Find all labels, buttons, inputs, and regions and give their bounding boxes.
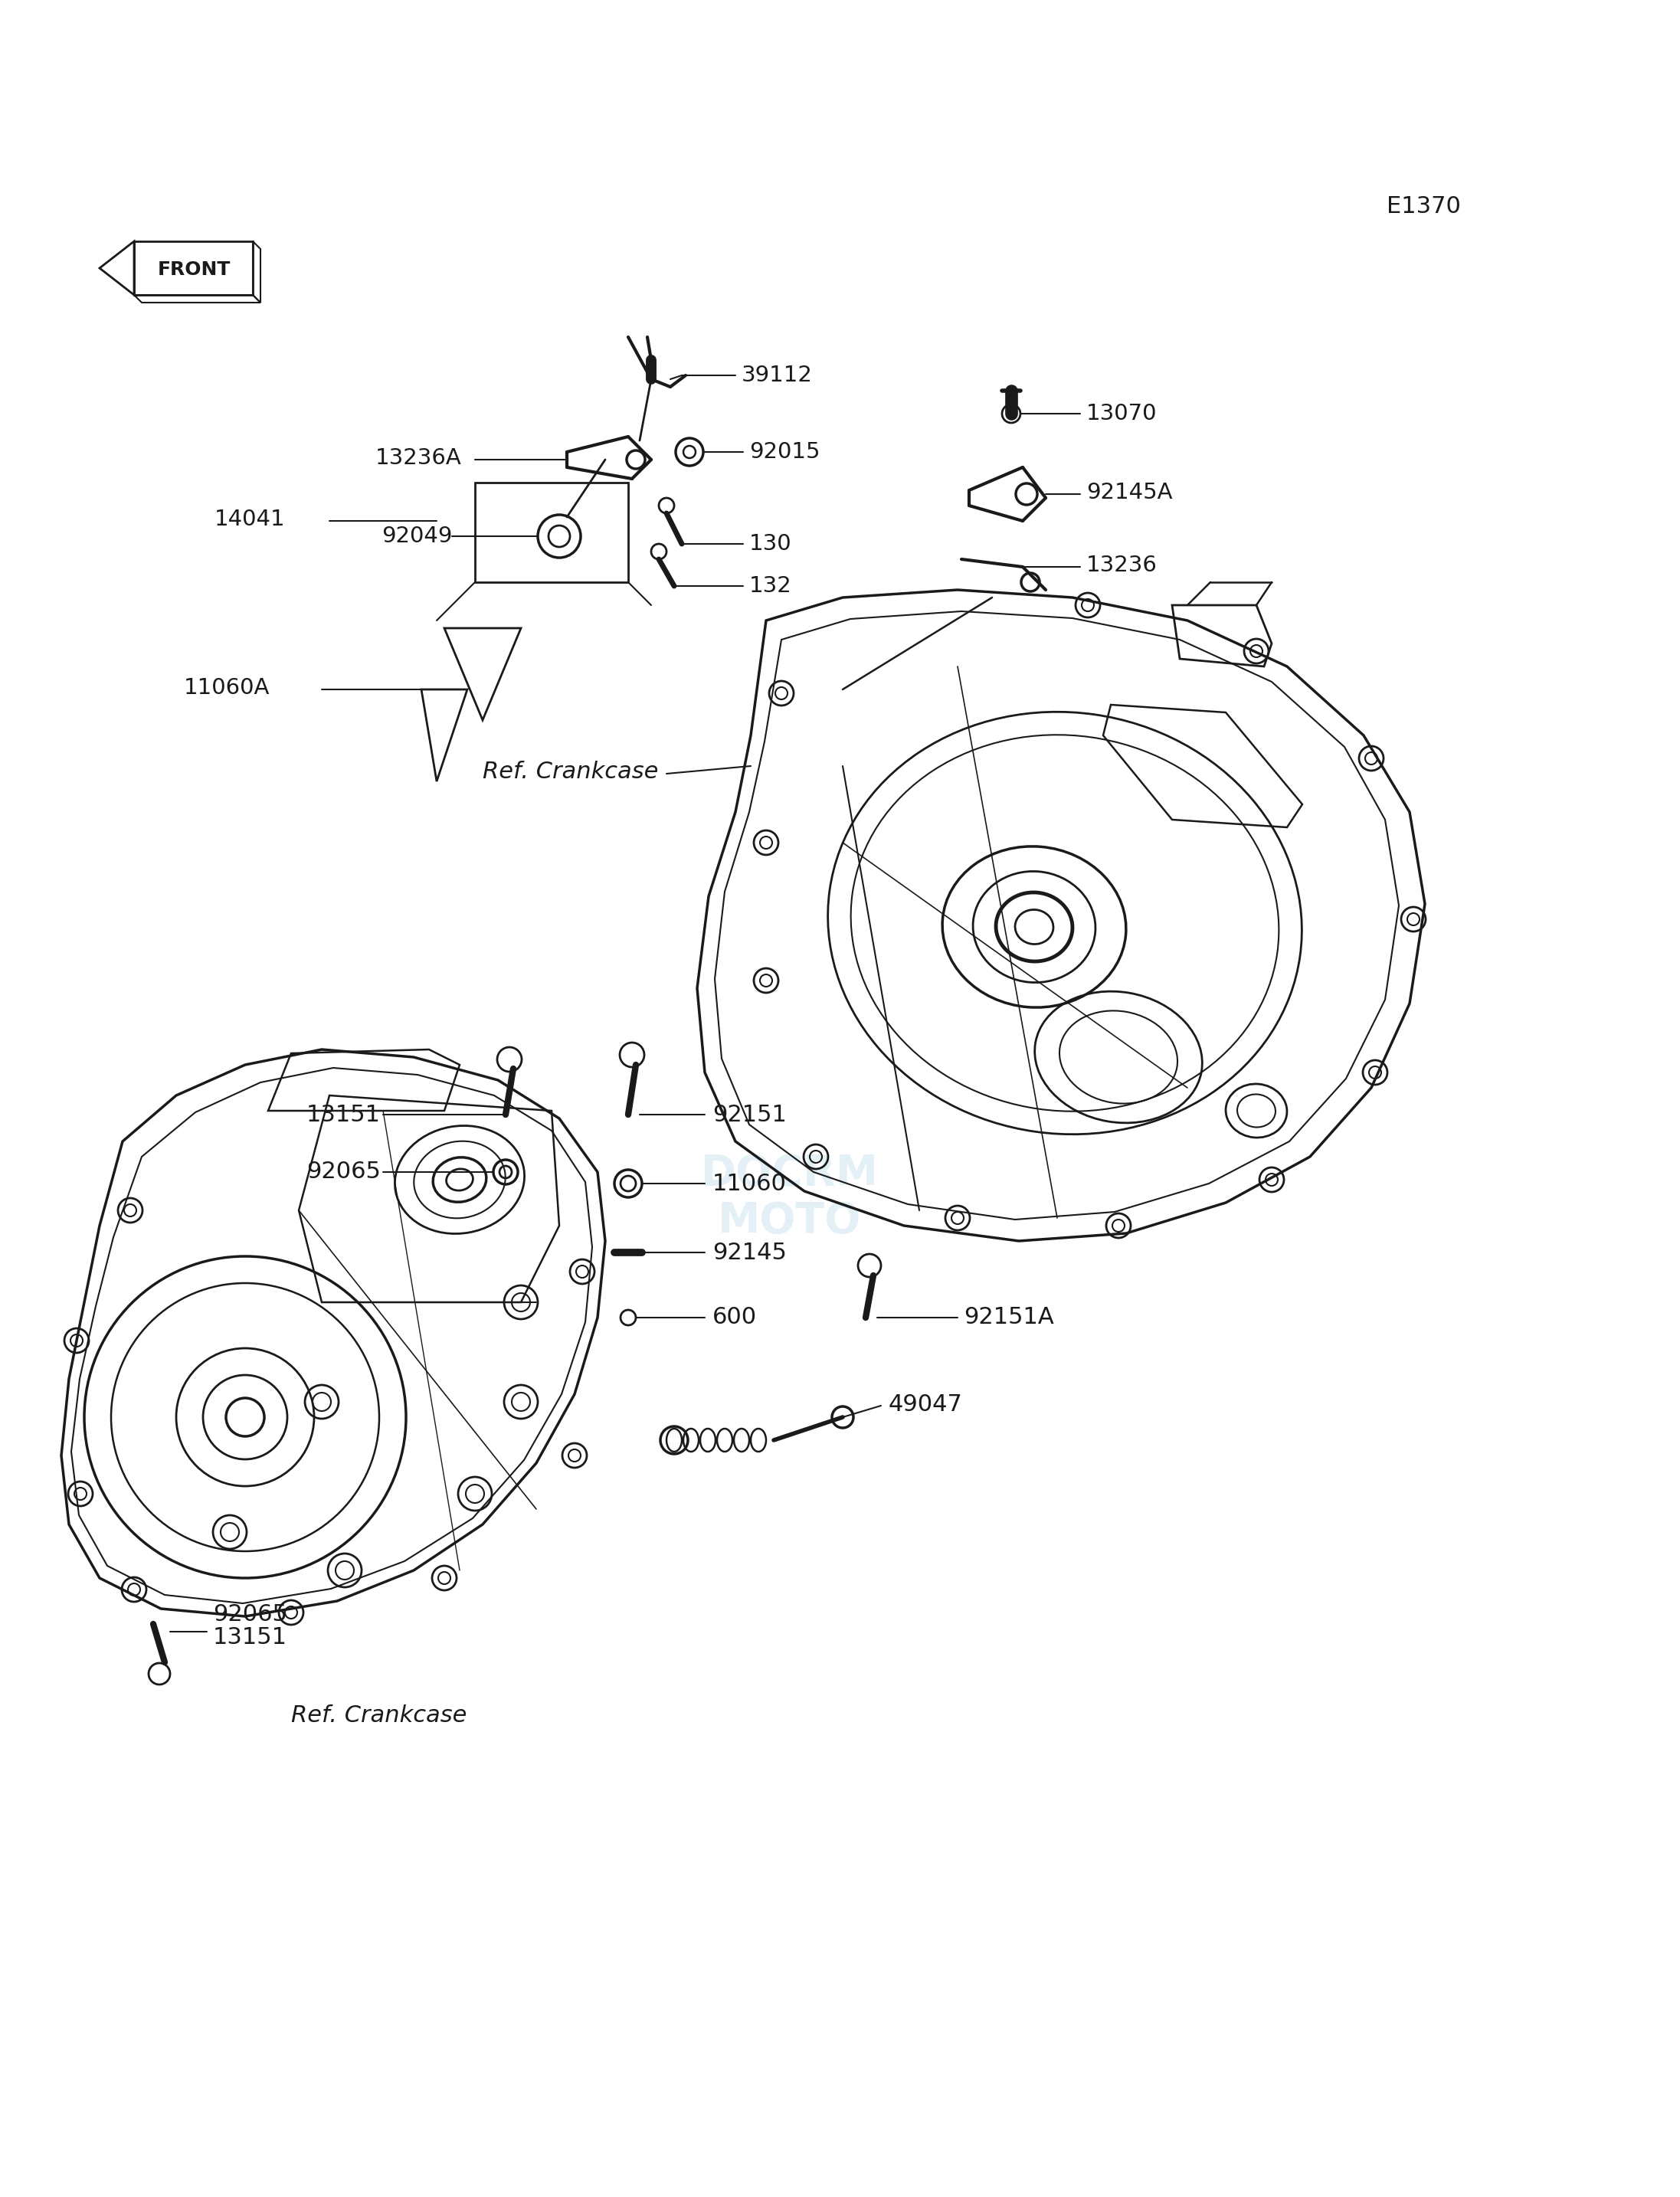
Text: 92065: 92065 xyxy=(213,1604,287,1626)
Text: 13070: 13070 xyxy=(1087,402,1158,424)
Text: 14041: 14041 xyxy=(215,510,286,529)
Text: 11060: 11060 xyxy=(712,1173,786,1195)
Text: DOCRM
MOTO: DOCRM MOTO xyxy=(701,1153,879,1241)
Text: 92015: 92015 xyxy=(749,442,820,464)
Text: 92049: 92049 xyxy=(381,525,452,547)
Text: 92065: 92065 xyxy=(306,1160,381,1184)
Text: 13151: 13151 xyxy=(306,1103,381,1125)
Text: 132: 132 xyxy=(749,576,791,598)
Text: Ref. Crankcase: Ref. Crankcase xyxy=(482,760,659,784)
Text: 13236: 13236 xyxy=(1087,554,1158,576)
Text: Ref. Crankcase: Ref. Crankcase xyxy=(291,1705,467,1727)
Text: 49047: 49047 xyxy=(889,1393,963,1415)
Text: FRONT: FRONT xyxy=(158,261,230,279)
Text: 13151: 13151 xyxy=(213,1626,287,1650)
Text: 600: 600 xyxy=(712,1307,758,1329)
Text: 11060A: 11060A xyxy=(183,677,270,699)
Text: 92151: 92151 xyxy=(712,1103,786,1125)
Text: 130: 130 xyxy=(749,534,791,554)
Text: 13236A: 13236A xyxy=(375,448,462,468)
Text: E1370: E1370 xyxy=(1386,196,1462,218)
Text: 92151A: 92151A xyxy=(964,1307,1053,1329)
Text: 39112: 39112 xyxy=(741,365,813,387)
Text: 92145: 92145 xyxy=(712,1241,786,1263)
Text: 92145A: 92145A xyxy=(1087,481,1173,503)
